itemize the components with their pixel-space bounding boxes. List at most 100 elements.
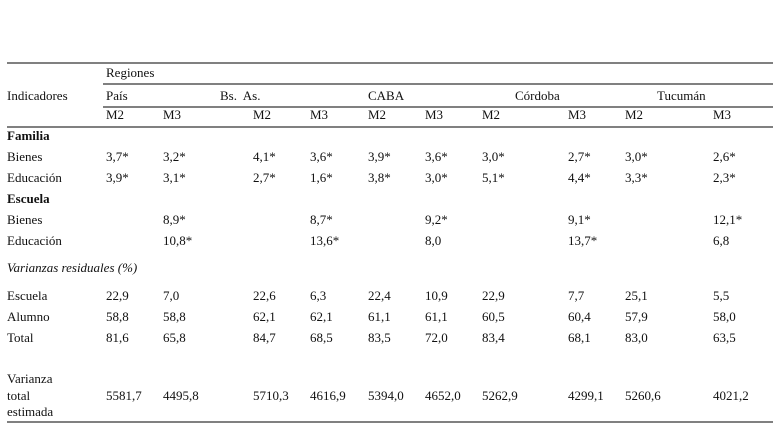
region-header: CABA <box>368 88 405 103</box>
cell: 83,4 <box>482 330 505 345</box>
row-label: Educación <box>7 233 62 248</box>
cell: 6,3 <box>310 288 326 303</box>
cell: 3,6* <box>425 149 448 164</box>
region-header: Bs. As. <box>220 88 260 103</box>
cell: 83,5 <box>368 330 391 345</box>
cell: 3,3* <box>625 170 648 185</box>
section-title: Varianzas residuales (%) <box>7 260 137 275</box>
cell: 5394,0 <box>368 388 404 403</box>
cell: 1,6* <box>310 170 333 185</box>
cell: 25,1 <box>625 288 648 303</box>
cell: 68,5 <box>310 330 333 345</box>
region-header: Córdoba <box>515 88 560 103</box>
row-label: Varianza <box>7 371 53 386</box>
cell: 3,9* <box>106 170 129 185</box>
model-header: M3 <box>425 107 443 122</box>
cell: 60,4 <box>568 309 591 324</box>
model-header: M2 <box>253 107 271 122</box>
cell: 9,1* <box>568 212 591 227</box>
cell: 5581,7 <box>106 388 142 403</box>
section-title: Familia <box>7 128 50 143</box>
cell: 6,8 <box>713 233 729 248</box>
cell: 8,7* <box>310 212 333 227</box>
cell: 3,0* <box>425 170 448 185</box>
cell: 62,1 <box>253 309 276 324</box>
cell: 12,1* <box>713 212 742 227</box>
row-label: Bienes <box>7 212 42 227</box>
cell: 3,9* <box>368 149 391 164</box>
cell: 3,7* <box>106 149 129 164</box>
cell: 60,5 <box>482 309 505 324</box>
cell: 72,0 <box>425 330 448 345</box>
cell: 7,0 <box>163 288 179 303</box>
cell: 3,0* <box>625 149 648 164</box>
cell: 4,1* <box>253 149 276 164</box>
cell: 2,3* <box>713 170 736 185</box>
row-label: estimada <box>7 404 53 419</box>
cell: 13,7* <box>568 233 597 248</box>
row-label: Total <box>7 330 34 345</box>
cell: 8,9* <box>163 212 186 227</box>
section-title: Escuela <box>7 191 50 206</box>
cell: 83,0 <box>625 330 648 345</box>
cell: 2,7* <box>568 149 591 164</box>
region-header: Tucumán <box>657 88 706 103</box>
cell: 3,8* <box>368 170 391 185</box>
row-label: Bienes <box>7 149 42 164</box>
cell: 8,0 <box>425 233 441 248</box>
cell: 5260,6 <box>625 388 661 403</box>
cell: 4652,0 <box>425 388 461 403</box>
cell: 58,0 <box>713 309 736 324</box>
cell: 22,4 <box>368 288 391 303</box>
corner-header: Indicadores <box>7 88 68 103</box>
cell: 61,1 <box>368 309 391 324</box>
cell: 7,7 <box>568 288 585 303</box>
row-label: Alumno <box>7 309 50 324</box>
cell: 5,1* <box>482 170 505 185</box>
cell: 5262,9 <box>482 388 518 403</box>
cell: 2,7* <box>253 170 276 185</box>
group-header: Regiones <box>106 65 154 80</box>
cell: 68,1 <box>568 330 591 345</box>
model-header: M2 <box>106 107 124 122</box>
model-header: M2 <box>368 107 386 122</box>
cell: 3,0* <box>482 149 505 164</box>
cell: 5710,3 <box>253 388 289 403</box>
cell: 3,6* <box>310 149 333 164</box>
cell: 57,9 <box>625 309 648 324</box>
cell: 4021,2 <box>713 388 749 403</box>
cell: 4,4* <box>568 170 591 185</box>
cell: 22,9 <box>482 288 505 303</box>
row-label: Educación <box>7 170 62 185</box>
cell: 3,1* <box>163 170 186 185</box>
model-header: M3 <box>163 107 181 122</box>
region-header: País <box>106 88 128 103</box>
cell: 63,5 <box>713 330 736 345</box>
model-header: M3 <box>568 107 586 122</box>
model-header: M2 <box>625 107 643 122</box>
cell: 22,6 <box>253 288 276 303</box>
cell: 58,8 <box>106 309 129 324</box>
cell: 2,6* <box>713 149 736 164</box>
cell: 13,6* <box>310 233 339 248</box>
cell: 10,8* <box>163 233 192 248</box>
row-label: total <box>7 388 30 403</box>
model-header: M2 <box>482 107 500 122</box>
cell: 4299,1 <box>568 388 604 403</box>
cell: 3,2* <box>163 149 186 164</box>
cell: 22,9 <box>106 288 129 303</box>
row-label: Escuela <box>7 288 48 303</box>
model-header: M3 <box>310 107 328 122</box>
model-header: M3 <box>713 107 731 122</box>
cell: 65,8 <box>163 330 186 345</box>
cell: 10,9 <box>425 288 448 303</box>
cell: 84,7 <box>253 330 276 345</box>
cell: 58,8 <box>163 309 186 324</box>
cell: 4495,8 <box>163 388 199 403</box>
cell: 9,2* <box>425 212 448 227</box>
cell: 61,1 <box>425 309 448 324</box>
cell: 5,5 <box>713 288 729 303</box>
cell: 4616,9 <box>310 388 346 403</box>
cell: 62,1 <box>310 309 333 324</box>
